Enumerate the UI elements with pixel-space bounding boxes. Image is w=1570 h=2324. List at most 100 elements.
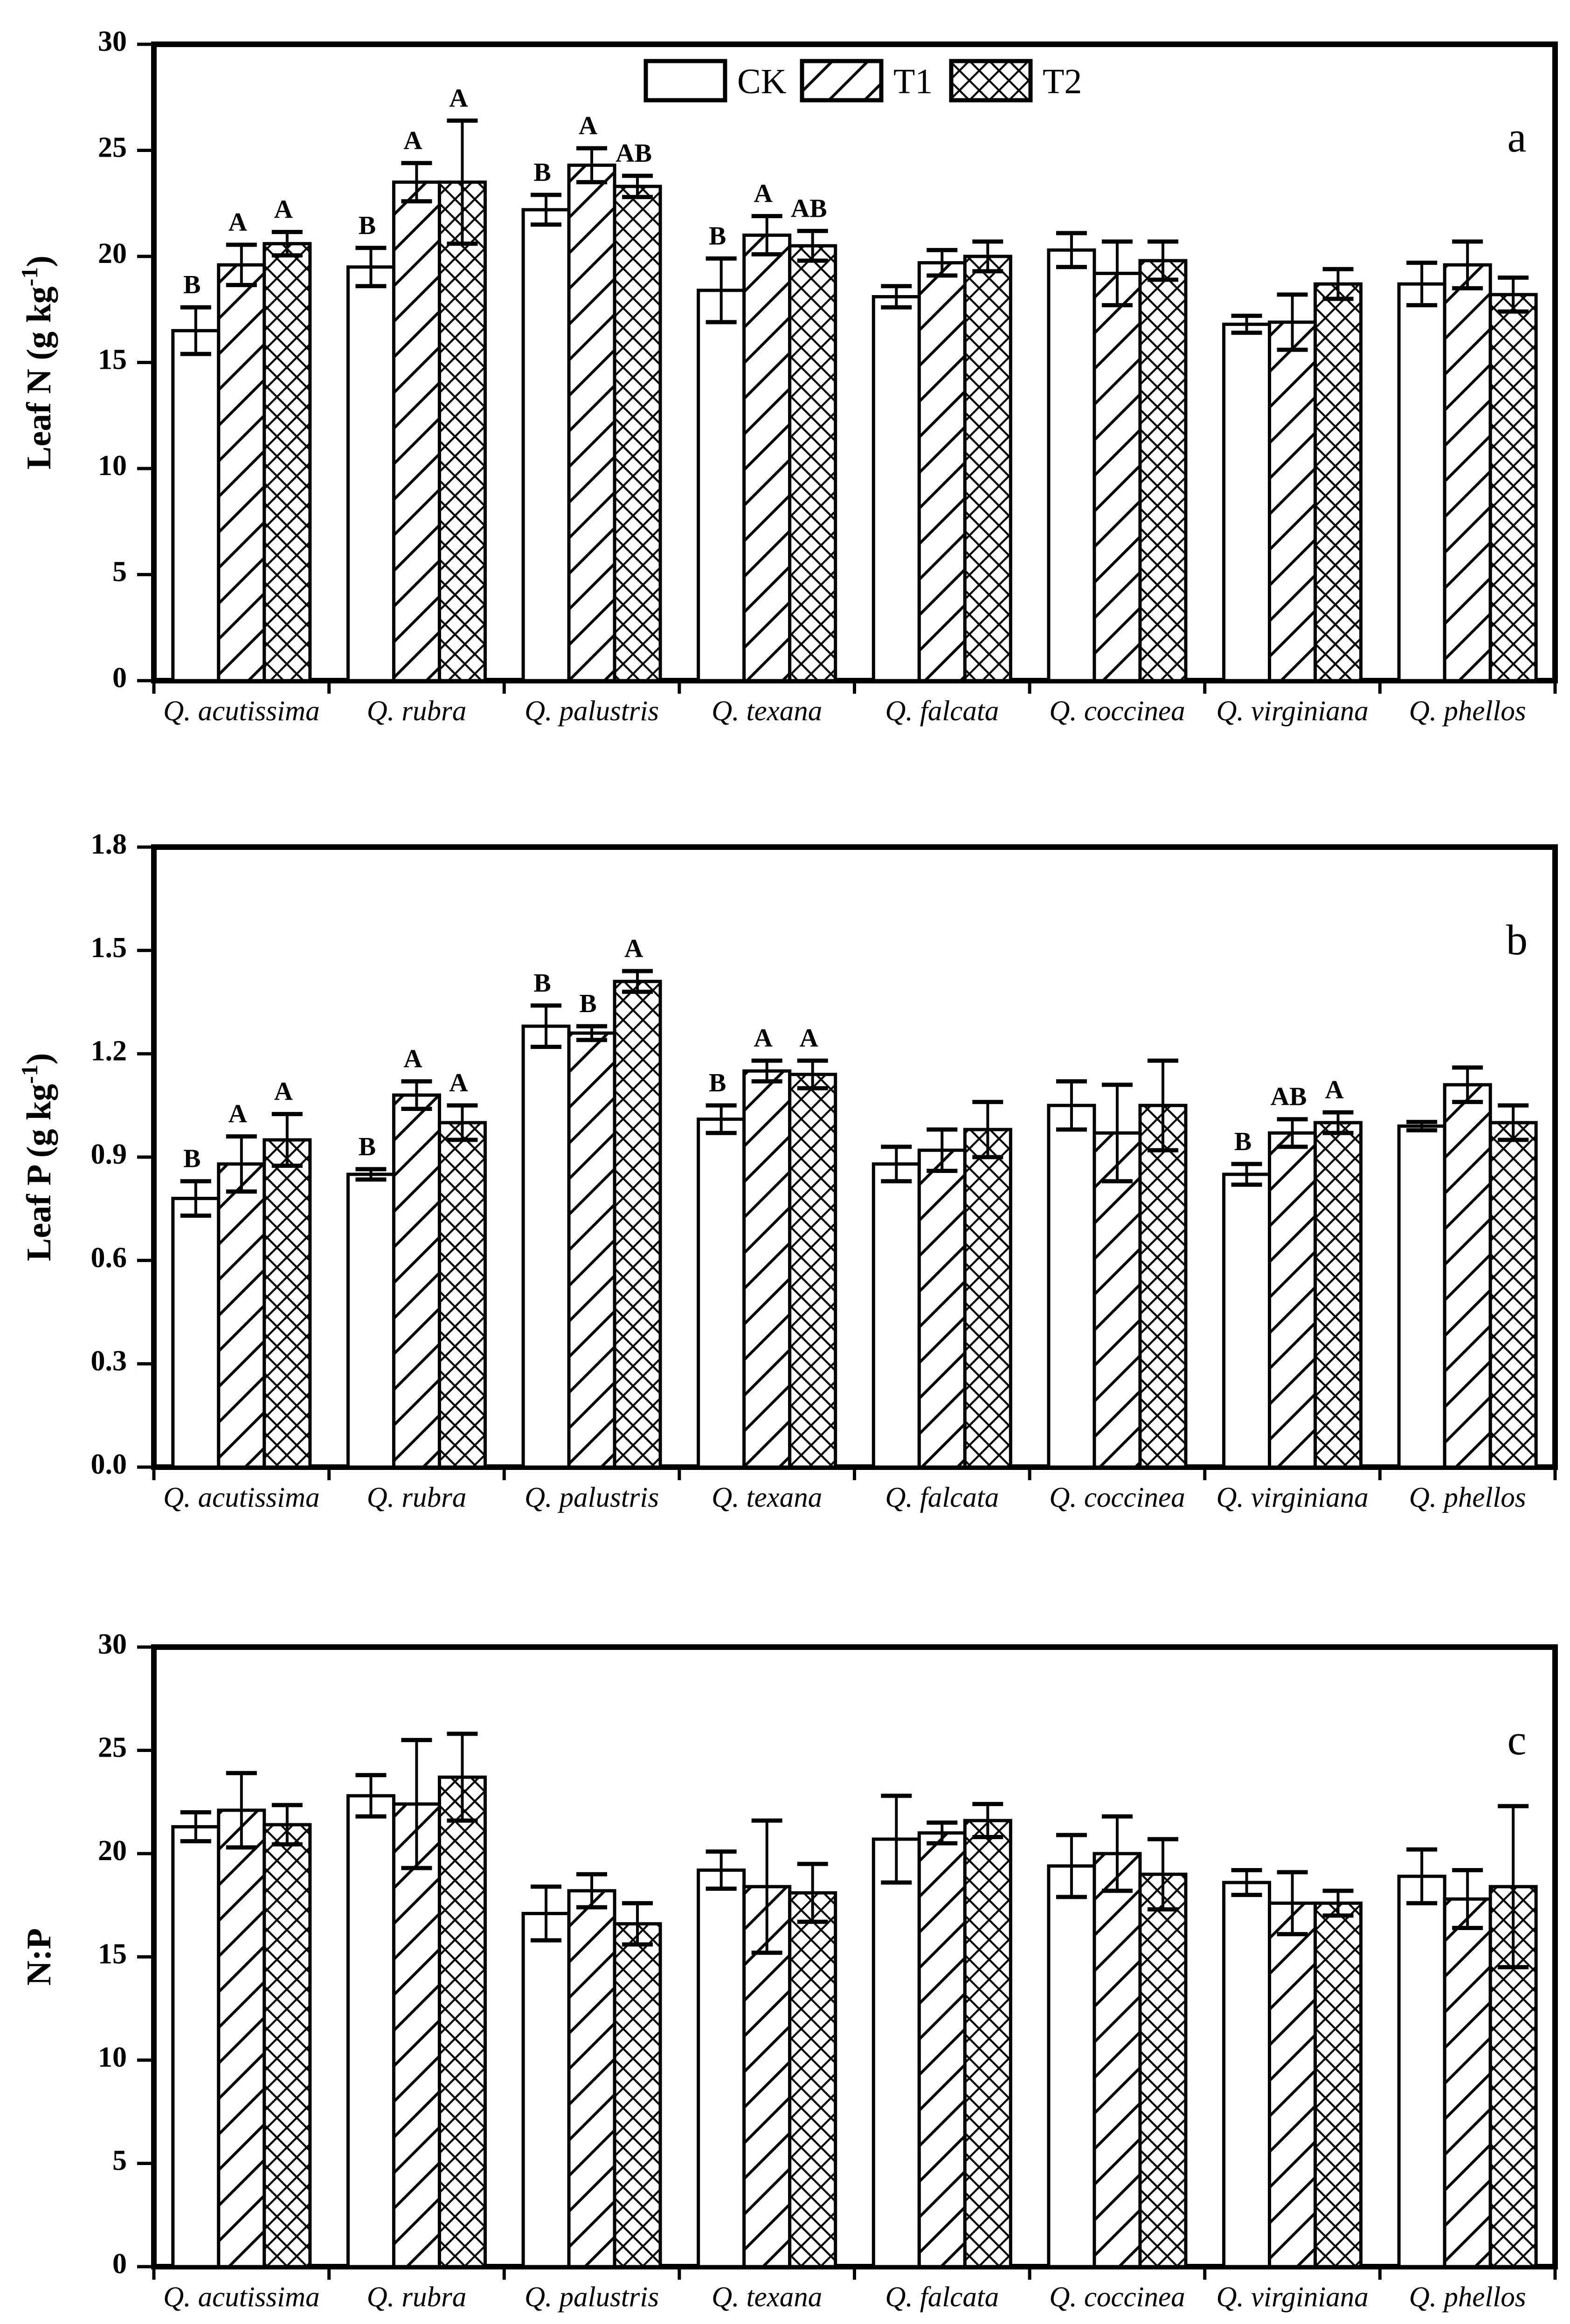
bar-T1-6 — [1268, 320, 1317, 683]
significance-letter: B — [533, 969, 551, 998]
bar-T1-6 — [1268, 1901, 1317, 2269]
panel-letter-b: b — [1506, 916, 1528, 964]
panel-letter-c: c — [1508, 1716, 1527, 1764]
significance-letter: B — [183, 1145, 201, 1173]
bar-T1-2 — [567, 1889, 616, 2269]
x-category-label: Q. rubra — [367, 2282, 467, 2313]
bar-T1-2 — [567, 163, 616, 683]
x-category-label: Q. falcata — [885, 696, 999, 727]
x-category-label: Q. texana — [712, 696, 822, 727]
panel-b: 0.0 0.3 0.6 0.9 1.2 1.5 1.8 Leaf P (g kg-1) Q. a… — [16, 828, 1558, 1513]
bar-CK-3 — [697, 289, 746, 683]
significance-letter: B — [359, 211, 376, 240]
bar-T1-0 — [217, 1162, 266, 1469]
y-tick-label: 0 — [112, 662, 127, 694]
significance-letter: A — [1325, 1076, 1344, 1104]
y-axis-title: Leaf N (g kg-1) — [16, 255, 58, 469]
legend: CK T1 T2 — [643, 59, 1082, 103]
significance-letter: B — [359, 1132, 376, 1161]
bar-T1-3 — [742, 1069, 792, 1469]
bar-CK-3 — [697, 1117, 746, 1469]
significance-letter: B — [709, 1069, 726, 1097]
bar-T1-4 — [917, 1831, 967, 2269]
bar-T2-0 — [263, 1823, 312, 2269]
significance-letter: A — [228, 1100, 248, 1129]
significance-letter: A — [754, 1024, 773, 1053]
y-tick-label: 0.0 — [91, 1448, 127, 1480]
x-category-label: Q. falcata — [885, 2282, 999, 2313]
significance-letter: B — [579, 989, 596, 1018]
x-category-label: Q. coccinea — [1049, 2282, 1185, 2313]
bar-CK-7 — [1397, 1875, 1446, 2269]
y-tick-label: 5 — [112, 2145, 127, 2177]
bar-T1-6 — [1268, 1131, 1317, 1469]
x-category-label: Q. coccinea — [1049, 696, 1185, 727]
bar-CK-4 — [871, 295, 921, 683]
bar-CK-6 — [1222, 1881, 1272, 2269]
panel-c: 0 5 10 15 20 25 30 N:P Q. acutissima Q. rubra Q. p… — [20, 1628, 1558, 2313]
panel-a: 0 5 10 15 20 25 30 Leaf N (g kg-1) Q. acutissima… — [16, 26, 1558, 727]
x-category-label: Q. texana — [712, 2282, 822, 2313]
x-category-label: Q. coccinea — [1049, 1482, 1185, 1513]
bar-T2-2 — [613, 1922, 662, 2269]
x-category-label: Q. phellos — [1409, 2282, 1526, 2313]
x-category-label: Q. rubra — [367, 696, 467, 727]
bar-CK-0 — [171, 1197, 221, 1469]
x-category-label: Q. phellos — [1409, 696, 1526, 727]
bar-T2-2 — [613, 185, 662, 683]
bar-T1-5 — [1093, 1131, 1142, 1469]
bar-T1-4 — [917, 1148, 967, 1469]
legend-swatch-T2 — [949, 59, 1033, 103]
y-tick-label: 30 — [98, 26, 127, 57]
bar-CK-0 — [171, 1825, 221, 2269]
bar-T1-4 — [917, 261, 967, 683]
bar-T2-4 — [963, 1128, 1012, 1469]
bar-T1-2 — [567, 1031, 616, 1469]
bar-CK-6 — [1222, 323, 1272, 683]
bar-T1-1 — [392, 1802, 441, 2269]
significance-letter: A — [228, 208, 248, 237]
bar-T1-0 — [217, 263, 266, 683]
bar-T2-6 — [1314, 1901, 1363, 2269]
x-category-label: Q. falcata — [885, 1482, 999, 1513]
x-category-label: Q. virginiana — [1216, 1482, 1368, 1513]
significance-letter: B — [183, 270, 201, 299]
y-tick-label: 15 — [98, 1938, 127, 1970]
bar-CK-2 — [521, 1024, 571, 1469]
bar-CK-1 — [346, 1172, 395, 1469]
bar-T2-7 — [1488, 293, 1538, 683]
bar-T2-1 — [437, 180, 487, 683]
legend-swatch-T1 — [800, 59, 884, 103]
x-category-label: Q. virginiana — [1216, 696, 1368, 727]
bar-CK-2 — [521, 208, 571, 683]
bar-CK-0 — [171, 329, 221, 683]
y-tick-label: 10 — [98, 450, 127, 482]
bar-CK-2 — [521, 1911, 571, 2269]
bar-T2-0 — [263, 1138, 312, 1469]
y-tick-label: 30 — [98, 1628, 127, 1660]
significance-letter: A — [449, 1069, 468, 1097]
x-category-label: Q. palustris — [525, 2282, 659, 2313]
bar-CK-5 — [1047, 1864, 1096, 2269]
bar-T1-5 — [1093, 1852, 1142, 2269]
y-tick-label: 0.3 — [91, 1345, 127, 1377]
significance-letter: AB — [616, 139, 652, 168]
legend-label-CK: CK — [737, 62, 787, 101]
bar-T1-7 — [1443, 263, 1492, 683]
bar-T1-1 — [392, 180, 441, 683]
y-tick-label: 25 — [98, 1732, 127, 1764]
y-tick-label: 0.9 — [91, 1138, 127, 1170]
bar-T1-5 — [1093, 271, 1142, 683]
bar-T2-3 — [788, 1891, 837, 2269]
bar-T2-1 — [437, 1775, 487, 2269]
y-tick-label: 20 — [98, 238, 127, 269]
significance-letter: B — [709, 222, 726, 251]
y-tick-label: 1.2 — [91, 1035, 127, 1067]
x-category-label: Q. palustris — [525, 696, 659, 727]
bar-CK-1 — [346, 1794, 395, 2269]
bar-CK-7 — [1397, 1124, 1446, 1469]
bar-CK-1 — [346, 265, 395, 683]
legend-swatch-CK — [643, 59, 727, 103]
